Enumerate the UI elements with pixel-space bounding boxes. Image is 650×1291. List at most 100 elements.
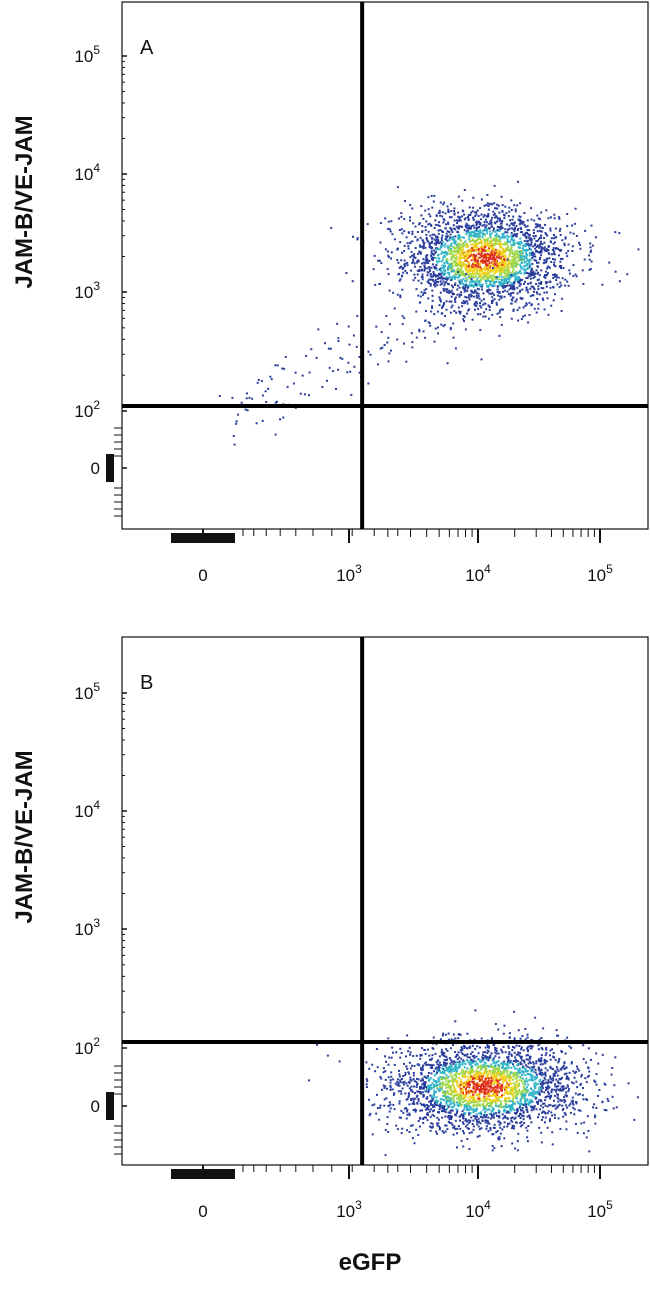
event-dot	[540, 1047, 543, 1049]
event-dot	[326, 379, 328, 382]
event-dot	[492, 1077, 495, 1080]
event-dot	[516, 276, 519, 279]
event-dot	[414, 225, 417, 228]
event-dot	[514, 208, 517, 211]
event-dot	[526, 1073, 529, 1076]
event-dot	[460, 267, 463, 270]
event-dot	[593, 1079, 596, 1082]
event-dot	[459, 1087, 462, 1090]
event-dot	[565, 1091, 568, 1094]
event-dot	[478, 283, 481, 286]
event-dot	[438, 1128, 441, 1131]
event-dot	[512, 1127, 515, 1130]
event-dot	[522, 1118, 525, 1121]
event-dot	[533, 1082, 536, 1085]
event-dot	[525, 235, 528, 238]
event-dot	[415, 288, 418, 291]
event-dot	[403, 265, 406, 268]
event-dot	[445, 1067, 448, 1069]
event-dot	[481, 232, 484, 235]
event-dot	[559, 260, 562, 263]
event-dot	[527, 1050, 529, 1053]
event-dot	[468, 281, 471, 284]
event-dot	[336, 322, 339, 325]
event-dot	[419, 236, 422, 239]
event-dot	[465, 258, 467, 261]
event-dot	[440, 236, 443, 239]
event-dot	[529, 1057, 532, 1060]
event-dot	[467, 219, 470, 221]
event-dot	[461, 305, 464, 308]
event-dot	[500, 195, 503, 198]
event-dot	[476, 1135, 479, 1138]
event-dot	[422, 245, 425, 248]
event-dot	[232, 435, 235, 437]
event-dot	[545, 1086, 547, 1089]
event-dot	[503, 1099, 506, 1102]
event-dot	[450, 1068, 453, 1071]
event-dot	[498, 298, 501, 301]
event-dot	[492, 1057, 495, 1060]
event-dot	[461, 1098, 464, 1100]
event-dot	[422, 217, 425, 220]
event-dot	[541, 243, 544, 246]
event-dot	[508, 1074, 510, 1077]
event-dot	[561, 1066, 564, 1069]
event-dot	[439, 1082, 442, 1085]
event-dot	[393, 1064, 396, 1066]
event-dot	[487, 1046, 489, 1049]
event-dot	[508, 263, 511, 266]
event-dot	[488, 1065, 490, 1068]
event-dot	[545, 248, 548, 250]
event-dot	[235, 420, 238, 423]
event-dot	[261, 394, 264, 397]
event-dot	[447, 1114, 450, 1117]
event-dot	[495, 234, 498, 237]
event-dot	[483, 1114, 486, 1116]
x-tick-label: 103	[336, 562, 362, 585]
event-dot	[453, 241, 456, 244]
event-dot	[436, 268, 439, 271]
event-dot	[482, 1106, 485, 1109]
y-tick-label: 102	[74, 398, 100, 421]
event-dot	[506, 1117, 509, 1120]
event-dot	[533, 237, 536, 240]
event-dot	[510, 1109, 513, 1112]
event-dot	[513, 1051, 516, 1054]
event-dot	[456, 1132, 458, 1135]
event-dot	[516, 292, 519, 295]
event-dot	[494, 1048, 497, 1051]
event-dot	[564, 1113, 567, 1116]
event-dot	[507, 1057, 510, 1060]
event-dot	[478, 1058, 481, 1061]
event-dot	[528, 301, 531, 304]
event-dot	[500, 1048, 503, 1051]
event-dot	[450, 1059, 453, 1062]
event-dot	[515, 1108, 518, 1111]
event-dot	[442, 1065, 445, 1067]
event-dot	[496, 226, 499, 228]
event-dot	[479, 273, 482, 276]
event-dot	[474, 258, 477, 261]
event-dot	[501, 263, 504, 266]
event-dot	[400, 1092, 403, 1095]
event-dot	[426, 259, 429, 262]
event-dot	[504, 205, 507, 208]
event-dot	[446, 239, 449, 242]
event-dot	[501, 1128, 504, 1131]
event-dot	[447, 1070, 450, 1073]
event-dot	[511, 1049, 514, 1051]
event-dot	[422, 1064, 425, 1067]
event-dot	[550, 1089, 553, 1092]
event-dot	[456, 1109, 459, 1112]
event-dot	[421, 239, 424, 241]
event-dot	[464, 259, 467, 262]
event-dot	[521, 1103, 524, 1106]
event-dot	[518, 1071, 521, 1074]
event-dot	[483, 204, 486, 207]
event-dot	[460, 1071, 463, 1074]
event-dot	[486, 264, 489, 267]
event-dot	[476, 1123, 479, 1126]
event-dot	[403, 217, 406, 220]
event-dot	[561, 239, 564, 242]
